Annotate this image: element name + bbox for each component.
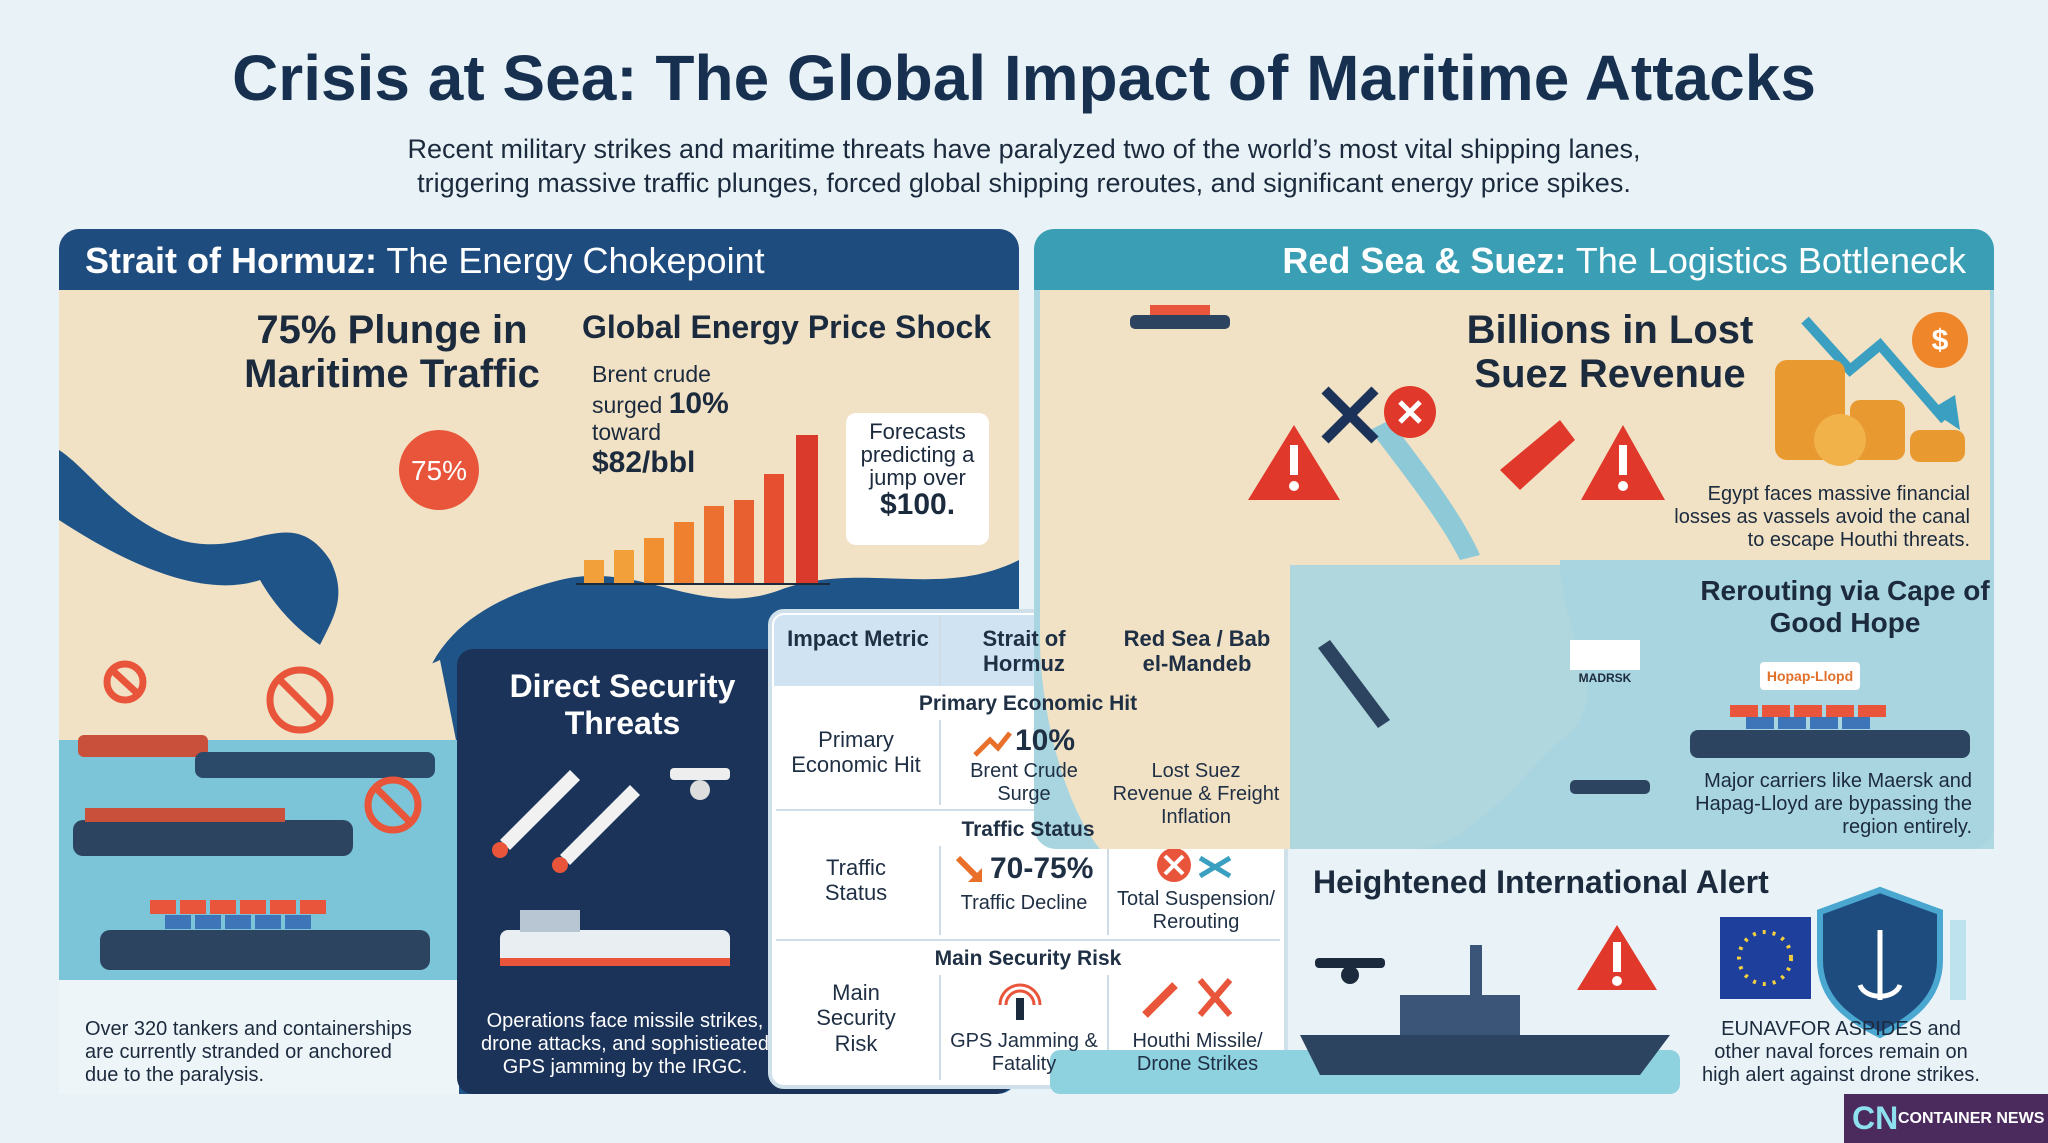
row-label: Main Security Risk	[816, 980, 896, 1056]
table-header-cell: Strait of Hormuz	[982, 626, 1066, 677]
forecast-box	[846, 413, 989, 545]
forecast: Forecasts predicting a jump over $100.	[852, 420, 983, 521]
table-header-cell: Impact Metric	[787, 626, 929, 651]
reroute-note: Major carriers like Maersk and Hapag-Llo…	[1695, 770, 1972, 838]
hormuz-caption: Brent Crude Surge	[970, 760, 1078, 805]
land	[59, 290, 1019, 748]
table-header-cell: Red Sea / Bab el-Mandeb	[1123, 626, 1271, 677]
price-title: Global Energy Price Shock	[582, 309, 992, 345]
section-title: Main Security Risk	[934, 947, 1122, 970]
hormuz-heading: Strait of Hormuz: The Energy Chokepoint	[85, 240, 765, 281]
red-sea-heading: Red Sea & Suez: The Logistics Bottleneck	[1100, 240, 1966, 281]
brent-text: Brent crude surged 10% toward $82/bbl	[592, 361, 729, 479]
stranded-ships	[73, 660, 435, 970]
note-bg	[59, 980, 459, 1094]
threat-icons	[492, 768, 730, 966]
subtitle: Recent military strikes and maritime thr…	[407, 134, 1641, 164]
heading-bold: Red Sea & Suez:	[1282, 240, 1567, 281]
brent-price: $82/bbl	[592, 445, 696, 479]
heading-rest: The Logistics Bottleneck	[1575, 240, 1966, 281]
badge	[399, 430, 479, 510]
hormuz-caption: GPS Jamming & Fatality	[950, 1030, 1098, 1075]
brent-pct: 10%	[668, 387, 729, 421]
footer-brand: CONTAINER NEWS	[1898, 1110, 2045, 1127]
coins	[1775, 312, 1968, 466]
brent-verb: surged	[592, 392, 663, 419]
land	[59, 520, 460, 760]
revenue-headline: Billions in Lost Suez Revenue	[1466, 308, 1754, 396]
reroute-title: Rerouting via Cape of Good Hope	[1700, 575, 1990, 639]
red-sea-cell: Houthi Missile/ Drone Strikes	[1132, 1030, 1263, 1075]
footer-logo: CN	[1852, 1100, 1899, 1136]
heading-bold: Strait of Hormuz:	[85, 240, 377, 281]
price-bars	[576, 435, 830, 585]
currency-icon: $	[1931, 324, 1949, 357]
section-title: Traffic Status	[961, 818, 1095, 841]
cargo-ships	[1130, 305, 1970, 794]
forecast-price: $100.	[879, 488, 956, 522]
red-sea-cell: Lost Suez Revenue & Freight Inflation	[1112, 760, 1280, 828]
red-sea-cell: Total Suspension/ Rerouting	[1117, 888, 1275, 933]
badge-text: 75%	[410, 455, 468, 486]
brent-line: surged 10%	[592, 387, 729, 420]
traffic-headline: 75% Plunge in Maritime Traffic	[244, 308, 540, 396]
heading-rest: The Energy Chokepoint	[386, 240, 765, 281]
header-band	[1034, 229, 1994, 290]
row-label: Primary Economic Hit	[791, 727, 921, 778]
hormuz-caption: Traffic Decline	[960, 892, 1088, 914]
alert-note: EUNAVFOR ASPIDES and other naval forces …	[1702, 1018, 1980, 1086]
threats-note: Operations face missile strikes, drone a…	[481, 1010, 769, 1078]
revenue-note: Egypt faces massive financial losses as …	[1674, 483, 1970, 551]
section-title: Primary Economic Hit	[918, 692, 1138, 715]
carrier-logo: MADRSK	[1578, 671, 1632, 685]
row-label: Traffic Status	[824, 855, 888, 906]
header-band	[59, 229, 1019, 290]
footer-badge	[1844, 1094, 2048, 1143]
carrier-logo: Hopap-Llopd	[1766, 668, 1854, 684]
threats-title: Direct Security Threats	[509, 668, 736, 741]
brent-line: Brent crude	[592, 361, 711, 387]
naval-alert	[1050, 886, 1966, 1094]
stranded-note: Over 320 tankers and containerships are …	[85, 1018, 412, 1086]
alert-title: Heightened International Alert	[1313, 864, 1769, 900]
warnings	[1248, 386, 1665, 500]
red-sea	[1370, 420, 1480, 560]
forecast-text: Forecasts predicting a jump over	[860, 419, 975, 491]
subtitle: triggering massive traffic plunges, forc…	[417, 168, 1631, 198]
title: Crisis at Sea: The Global Impact of Mari…	[232, 42, 1816, 114]
hormuz-value: 70-75%	[990, 852, 1094, 885]
hormuz-value: 10%	[1015, 724, 1076, 757]
brent-line: toward	[592, 419, 662, 446]
